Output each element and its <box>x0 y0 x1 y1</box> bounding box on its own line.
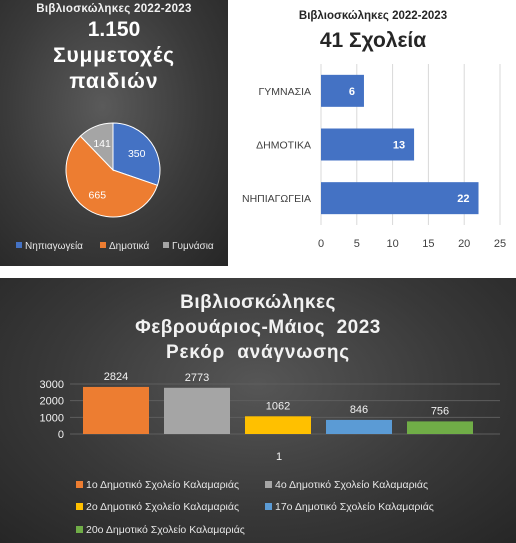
x-tick-label-3: 15 <box>422 238 434 250</box>
pie-data-label-1: 665 <box>89 190 107 202</box>
legend-label-2: 2ο Δημοτικό Σχολείο Καλαμαριάς <box>86 501 239 513</box>
pie-title-line2: Συμμετοχές <box>53 44 175 67</box>
column-bar-2 <box>245 416 311 434</box>
pie-chart-panel: Βιβλιοσκώληκες 2022-2023 1.150 Συμμετοχέ… <box>0 0 228 266</box>
column-bar-4 <box>407 421 473 434</box>
x-tick-label-2: 10 <box>386 238 398 250</box>
schools-bar-chart: 0 5 10 15 20 25 6 ΓΥΜΝΑΣΙΑ 13 ΔΗΜΟΤΙΚΑ 22 ΝΗΠΙΑΓΩΓΕ… <box>242 64 506 250</box>
legend-label-1: 4ο Δημοτικό Σχολείο Καλαμαριάς <box>275 479 428 491</box>
y-category-label-0: ΓΥΜΝΑΣΙΑ <box>258 86 311 98</box>
pie-legend-swatch-2 <box>163 242 169 248</box>
pie-slice-0 <box>112 122 161 186</box>
pie-legend-label-1: Δημοτικά <box>109 240 149 252</box>
legend-label-3: 17ο Δημοτικό Σχολείο Καλαμαριάς <box>275 501 434 513</box>
pie-title-line3: παιδιών <box>69 70 159 93</box>
records-title-line3: Ρεκόρ ανάγνωσης <box>166 342 350 363</box>
y-tick-label-3: 3000 <box>40 379 64 391</box>
column-value-label-2: 1062 <box>266 400 290 412</box>
column-bar-0 <box>83 386 149 434</box>
pie-legend-label-2: Γυμνάσια <box>172 240 214 252</box>
column-value-label-0: 2824 <box>104 371 128 383</box>
pie-data-label-0: 350 <box>128 148 146 160</box>
pie-slice-1 <box>65 135 159 218</box>
column-value-label-1: 2773 <box>185 372 209 384</box>
legend-swatch-0 <box>76 481 83 488</box>
hbar-value-label-1: 13 <box>393 140 405 152</box>
records-title-line1: Βιβλιοσκώληκες <box>180 292 336 313</box>
records-bar-chart: 0 1000 2000 3000 2824 2773 1062 846 756 1 1ο Δημοτ… <box>40 371 500 536</box>
pie-total: 1.150 <box>87 18 141 41</box>
legend-swatch-1 <box>265 481 272 488</box>
hbar-value-label-2: 22 <box>457 193 469 205</box>
records-title-line2: Φεβρουάριος-Μάιος 2023 <box>135 317 381 338</box>
y-tick-label-0: 0 <box>58 429 64 441</box>
hbar-1 <box>321 128 415 161</box>
y-category-label-1: ΔΗΜΟΤΙΚΑ <box>256 140 311 152</box>
column-bar-3 <box>326 419 392 434</box>
legend-swatch-2 <box>76 503 83 510</box>
schools-bar-panel: Βιβλιοσκώληκες 2022-2023 41 Σχολεία 0 5 10… <box>230 0 516 266</box>
column-value-label-4: 756 <box>431 405 449 417</box>
hbar-2 <box>321 182 479 215</box>
pie-slice-2 <box>79 122 114 172</box>
column-bar-1 <box>164 387 230 434</box>
x-tick-label-1: 5 <box>354 238 360 250</box>
x-tick-label-4: 20 <box>458 238 470 250</box>
records-bar-panel: Βιβλιοσκώληκες Φεβρουάριος-Μάιος 2023 Ρε… <box>0 278 516 543</box>
column-value-label-3: 846 <box>350 404 368 416</box>
legend-label-4: 20ο Δημοτικό Σχολείο Καλαμαριάς <box>86 524 245 536</box>
x-tick-label-5: 25 <box>494 238 506 250</box>
hbar-0 <box>321 74 364 107</box>
pie-legend-swatch-1 <box>100 242 106 248</box>
y-tick-label-2: 2000 <box>40 396 64 408</box>
pie-chart: 350 665 141 Νηπιαγωγεία Δημοτικά Γυμνάσια <box>16 122 214 252</box>
x-category-label-0: 1 <box>276 451 282 463</box>
y-category-label-2: ΝΗΠΙΑΓΩΓΕΙΑ <box>242 193 311 205</box>
legend-swatch-4 <box>76 526 83 533</box>
y-tick-label-1: 1000 <box>40 412 64 424</box>
x-tick-label-0: 0 <box>318 238 324 250</box>
schools-small-title: Βιβλιοσκώληκες 2022-2023 <box>298 10 448 22</box>
pie-data-label-2: 141 <box>93 138 111 150</box>
legend-swatch-3 <box>265 503 272 510</box>
pie-legend-swatch-0 <box>16 242 22 248</box>
pie-small-title: Βιβλιοσκώληκες 2022-2023 <box>36 3 192 15</box>
legend-label-0: 1ο Δημοτικό Σχολείο Καλαμαριάς <box>86 479 239 491</box>
hbar-value-label-0: 6 <box>349 86 355 98</box>
pie-legend-label-0: Νηπιαγωγεία <box>25 240 83 252</box>
schools-big-title: 41 Σχολεία <box>319 29 427 52</box>
